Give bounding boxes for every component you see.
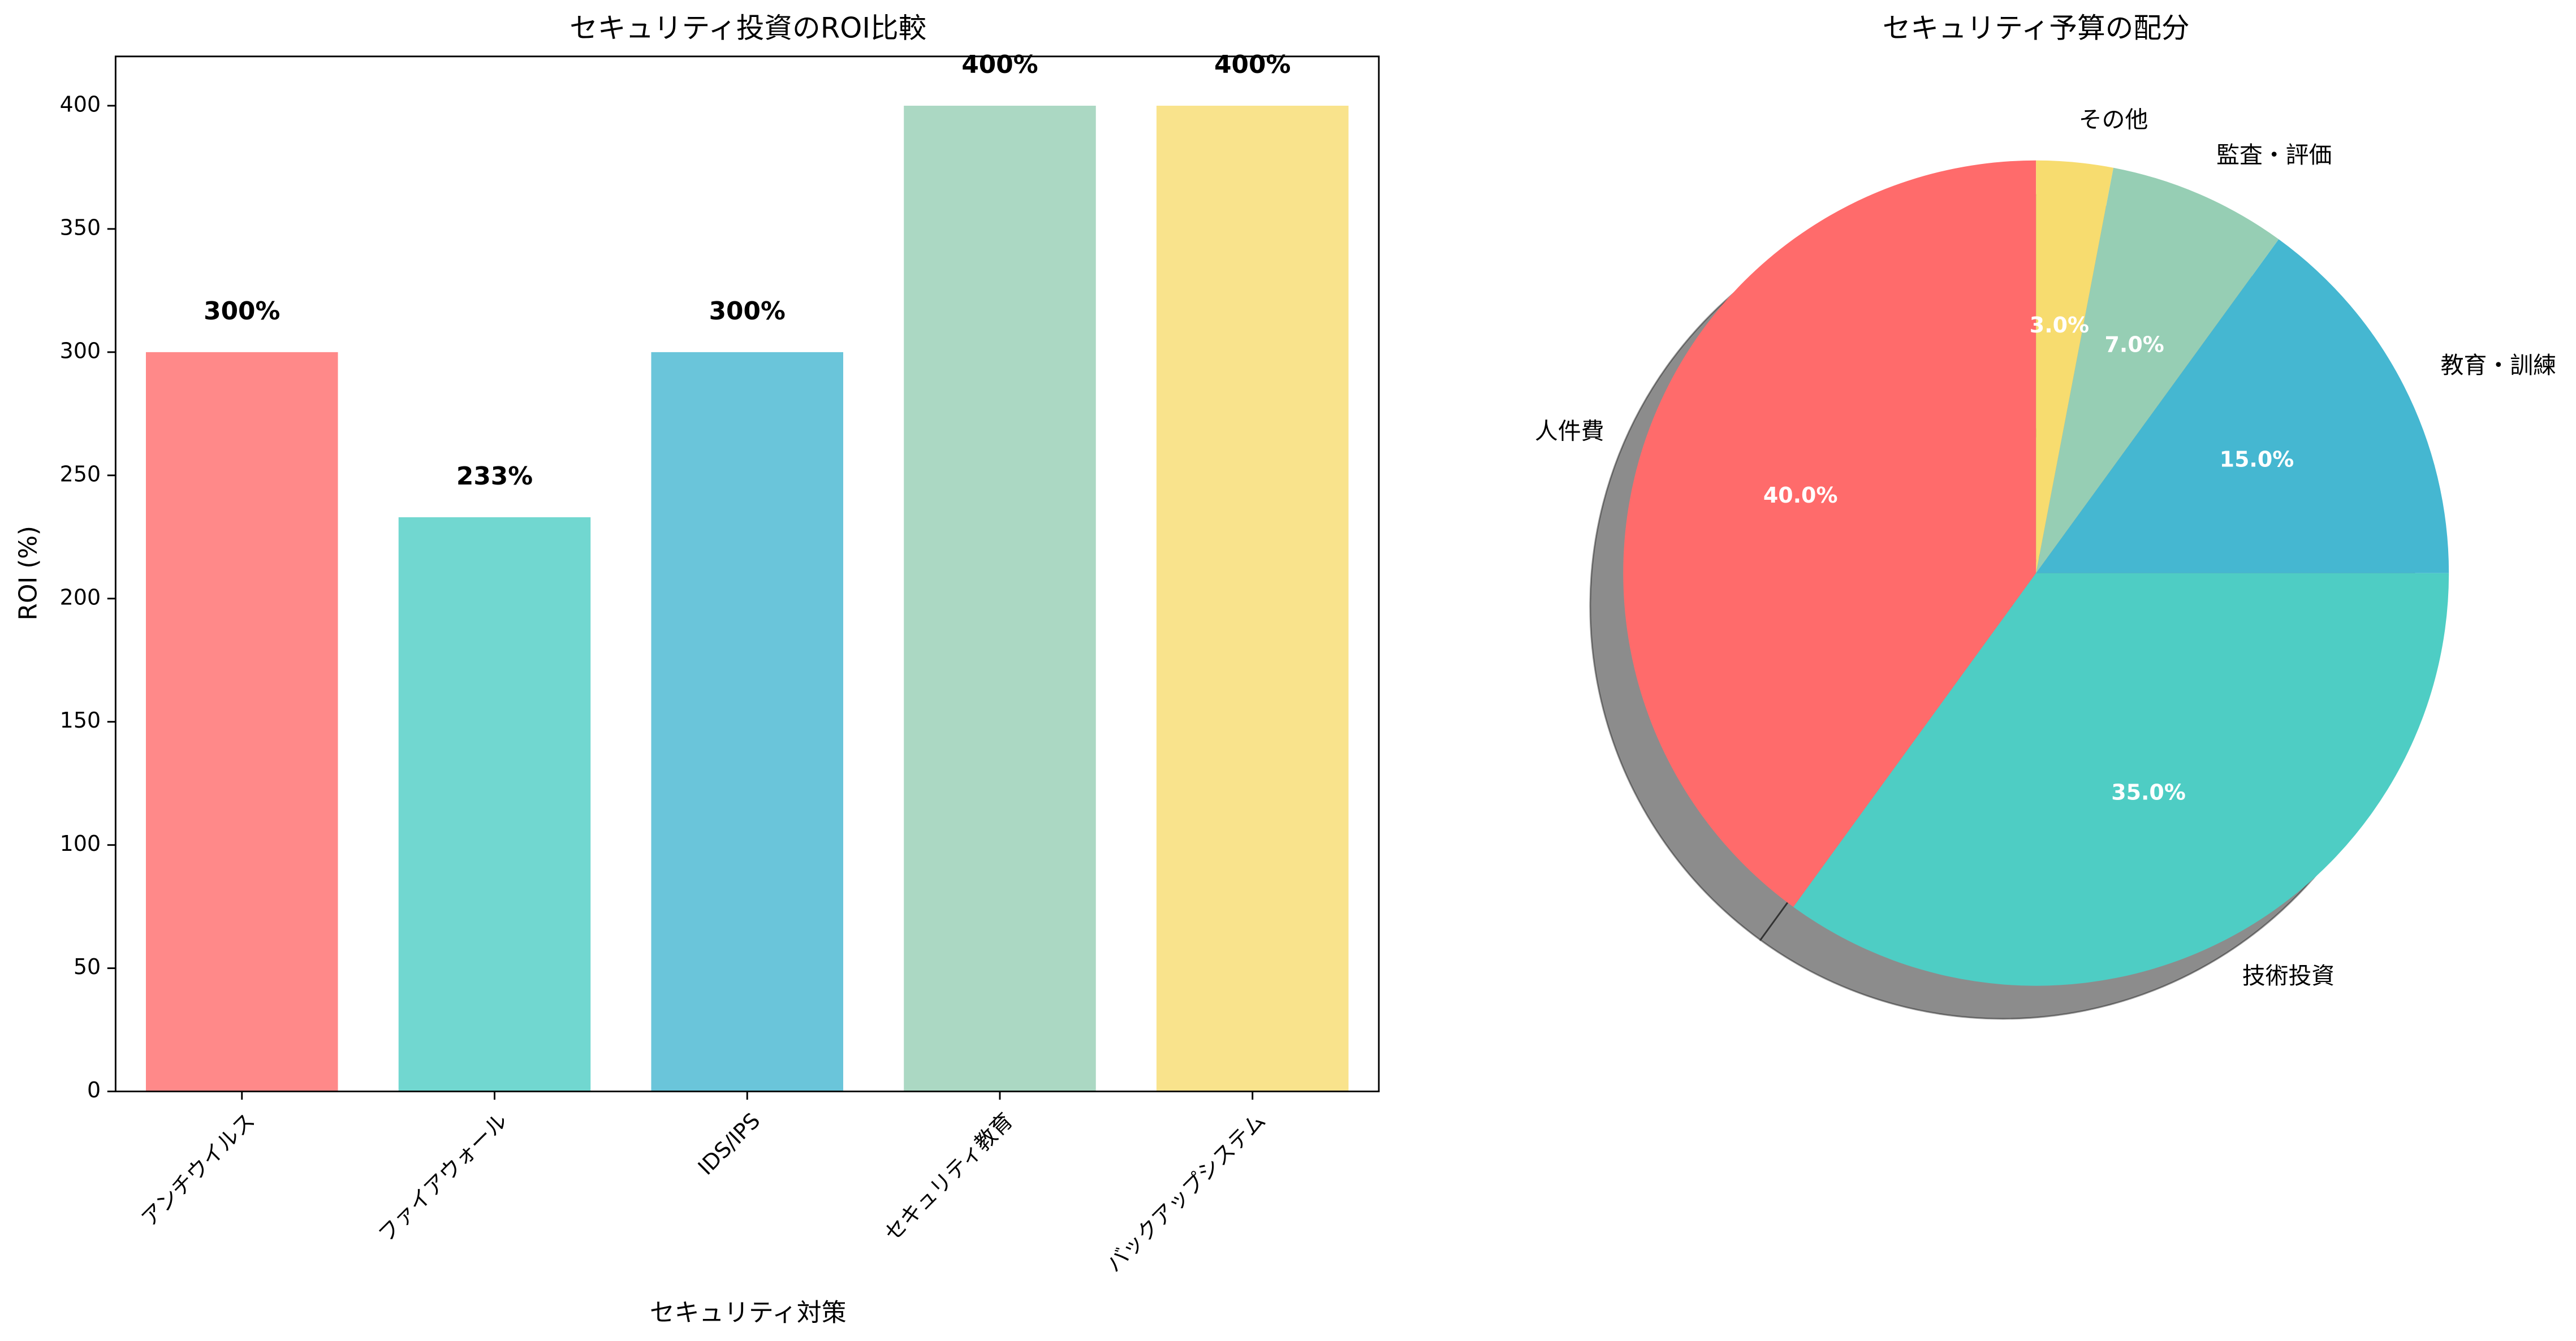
y-tick-label: 350: [60, 215, 101, 240]
bar: [1156, 105, 1349, 1092]
bar: [398, 517, 591, 1092]
pie-pct: 7.0%: [2105, 332, 2164, 357]
pie-wedge: [2036, 160, 2113, 573]
y-tick-label: 0: [87, 1078, 101, 1102]
x-tick-label: セキュリティ教育: [879, 1108, 1017, 1246]
pie-pct: 35.0%: [2111, 780, 2186, 804]
pie-pct: 40.0%: [1763, 483, 1838, 508]
y-tick-label: 100: [60, 831, 101, 856]
bar: [904, 105, 1096, 1092]
y-tick-label: 250: [60, 461, 101, 486]
x-tick-label: IDS/IPS: [693, 1108, 765, 1180]
pie-label: 監査・評価: [2216, 141, 2332, 168]
pie-wedge: [2036, 167, 2279, 573]
value-label: 300%: [709, 297, 786, 326]
value-label: 400%: [961, 50, 1038, 79]
y-tick-label: 400: [60, 92, 101, 116]
value-label: 400%: [1214, 50, 1291, 79]
x-tick-label: アンチウイルス: [136, 1108, 260, 1231]
pie-label: 人件費: [1535, 418, 1604, 445]
pie-pct: 3.0%: [2030, 313, 2089, 338]
y-tick-label: 300: [60, 338, 101, 363]
pie-label: 技術投資: [2242, 962, 2335, 989]
x-tick-label: バックアップシステム: [1101, 1108, 1270, 1277]
chart-title: セキュリティ予算の配分: [1883, 12, 2190, 45]
pie-wedge: [2036, 239, 2449, 573]
x-tick-label: ファイアウォール: [373, 1108, 512, 1247]
bar: [145, 352, 338, 1092]
y-tick-label: 200: [60, 585, 101, 609]
pie-wedge: [1793, 573, 2449, 986]
bar: [651, 352, 844, 1092]
x-axis-label: セキュリティ対策: [650, 1299, 847, 1327]
y-tick-label: 150: [60, 708, 101, 733]
chart-title: セキュリティ投資のROI比較: [569, 12, 926, 45]
y-axis-label: ROI (%): [14, 526, 43, 620]
pie-wedge: [1623, 160, 2036, 907]
pie-label: 教育・訓練: [2441, 352, 2556, 379]
value-label: 233%: [456, 462, 533, 491]
plot-frame: [114, 55, 1380, 1093]
y-tick-label: 50: [74, 954, 101, 979]
pie-pct: 15.0%: [2220, 447, 2294, 471]
pie-label: その他: [2079, 106, 2148, 133]
value-label: 300%: [204, 297, 280, 326]
